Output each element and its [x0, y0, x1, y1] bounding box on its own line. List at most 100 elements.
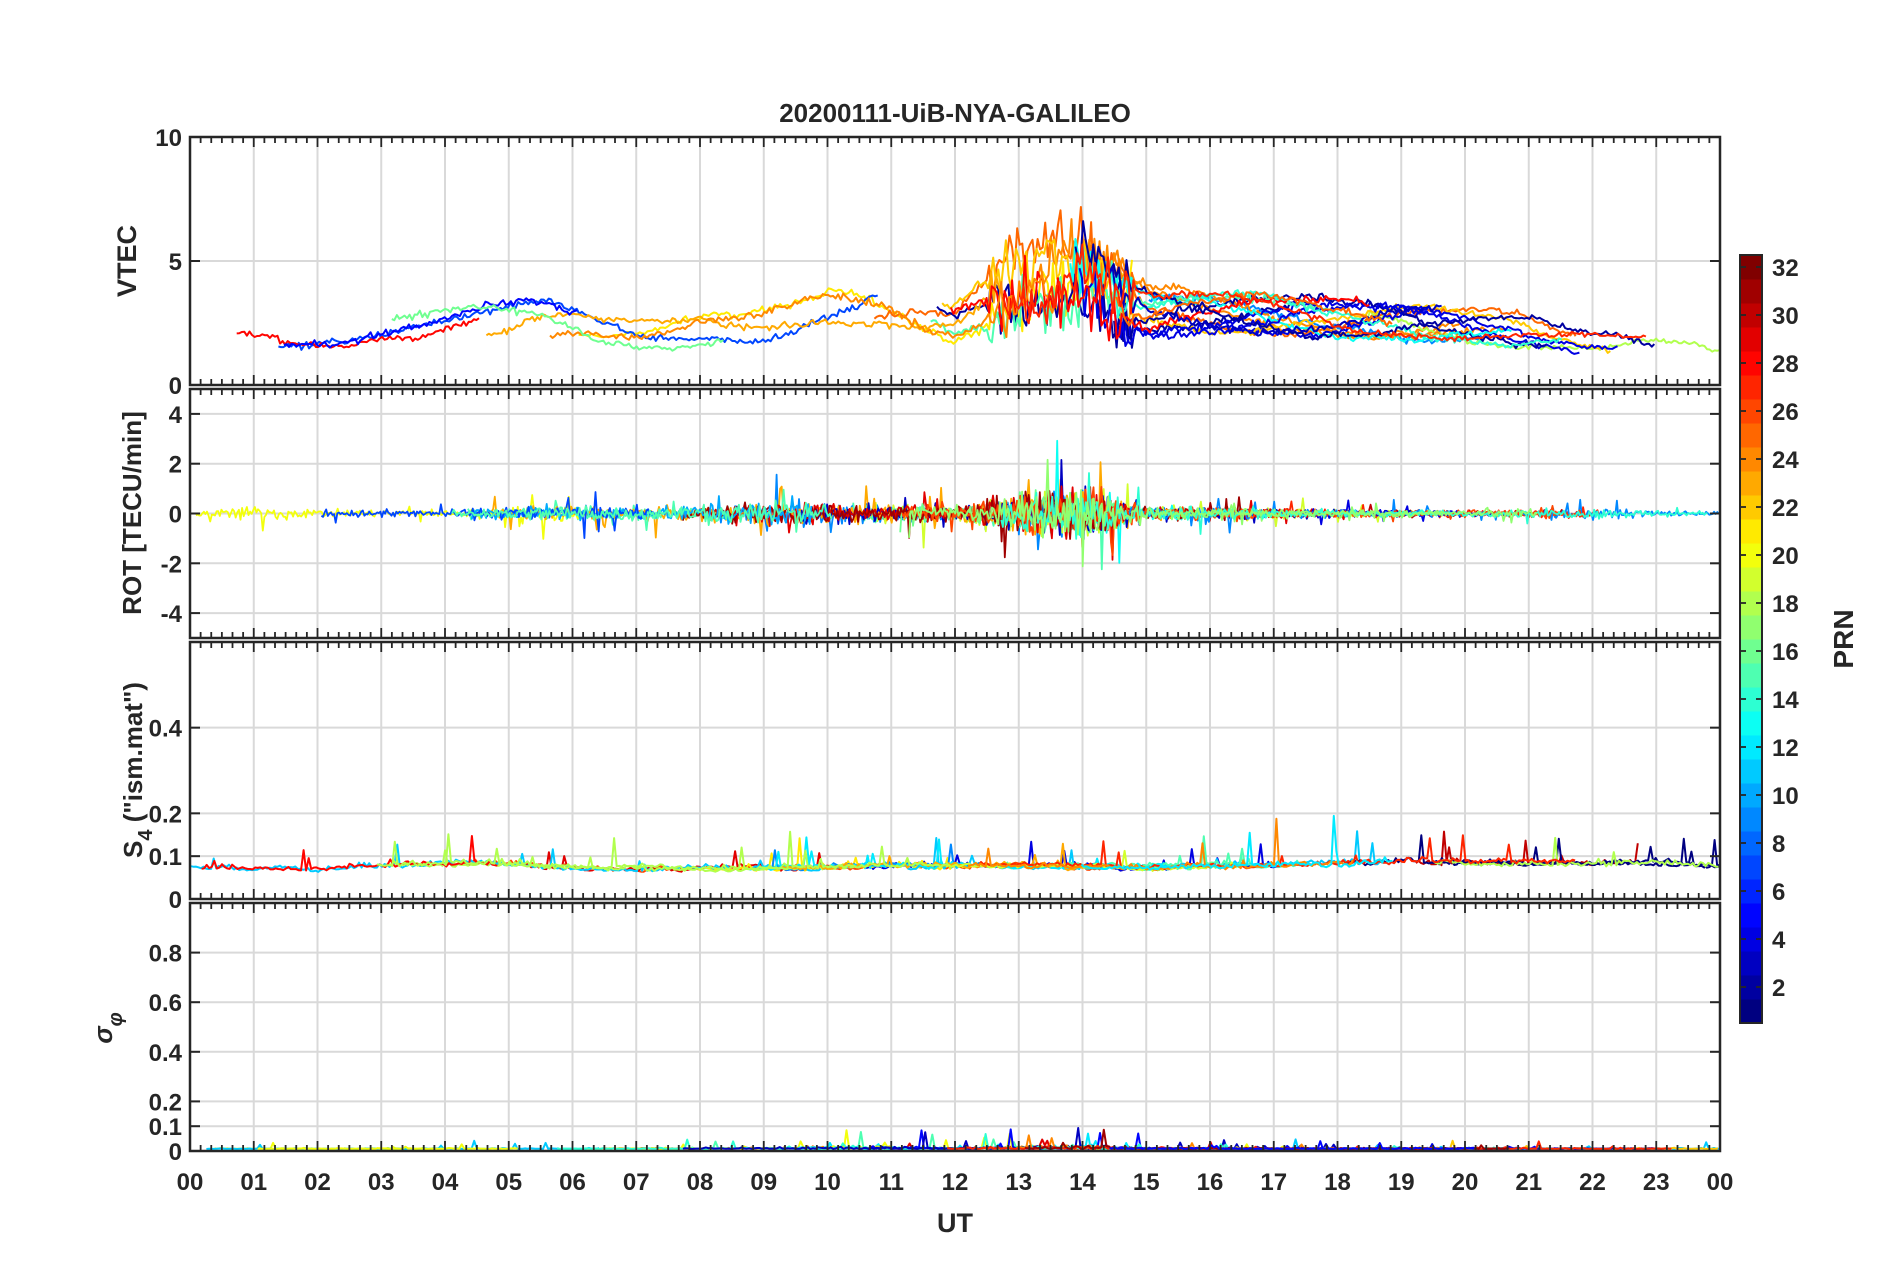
colorbar-tick-label: 26 [1772, 399, 1799, 426]
x-tick-label: 22 [1579, 1169, 1606, 1196]
colorbar-band [1740, 831, 1762, 856]
vtec-series-line [1074, 220, 1656, 348]
colorbar-label: PRN [1828, 609, 1859, 668]
colorbar-band [1740, 807, 1762, 832]
x-tick-label: 01 [240, 1169, 267, 1196]
colorbar-band [1740, 711, 1762, 736]
vtec-series-line [549, 271, 1056, 341]
vtec-ylabel: VTEC [112, 225, 142, 297]
colorbar-band [1740, 975, 1762, 1000]
colorbar-band [1740, 759, 1762, 784]
s4-ticks [189, 642, 1721, 900]
s4-ylabel: S4 ("ism.mat") [118, 682, 157, 858]
s4-ytick-label: 0 [169, 887, 182, 914]
colorbar-tick-label: 14 [1772, 687, 1799, 714]
colorbar-band [1740, 327, 1762, 352]
colorbar-tick-label: 20 [1772, 543, 1799, 570]
sigma-grid [190, 903, 1720, 1151]
sigma-ytick-labels: 00.10.2 0.4 0.6 0.8 [149, 941, 183, 1166]
vtec-series-line [578, 259, 1133, 345]
sigma-series-line [556, 1133, 1022, 1150]
sigma-ytick-label: 0.1 [149, 1114, 182, 1141]
x-tick-label: 21 [1515, 1169, 1542, 1196]
sigma-ytick-label: 0.4 [149, 1040, 183, 1067]
s4-series-line [376, 830, 949, 871]
rot-ylabel: ROT [TECU/min] [117, 411, 147, 615]
colorbar-band [1740, 399, 1762, 424]
x-tick-label: 17 [1260, 1169, 1287, 1196]
s4-ylabel-rest: ("ism.mat") [118, 682, 148, 829]
rot-series-line [451, 488, 833, 533]
x-tick-label: 19 [1388, 1169, 1415, 1196]
colorbar-band [1740, 591, 1762, 616]
x-tick-label: 03 [368, 1169, 395, 1196]
colorbar-tick-label: 24 [1772, 447, 1799, 474]
vtec-series-line [1106, 264, 1442, 337]
x-tick-label: 09 [750, 1169, 777, 1196]
colorbar-band [1740, 519, 1762, 544]
colorbar-band [1740, 615, 1762, 640]
panel-rot: -4 -2 0 2 4 ROT [TECU/min] [117, 387, 1722, 640]
colorbar-band [1740, 903, 1762, 928]
panel-sigma: 00.10.2 0.4 0.6 0.8 σφ [88, 901, 1722, 1166]
rot-ytick-label: 2 [169, 452, 182, 479]
x-tick-label: 06 [559, 1169, 586, 1196]
x-tick-label: 12 [942, 1169, 969, 1196]
sigma-ylabel-sub: φ [105, 1012, 127, 1026]
x-tick-label: 02 [304, 1169, 331, 1196]
vtec-series-line [391, 303, 724, 352]
vtec-ytick-label: 0 [169, 373, 182, 400]
vtec-ytick-label: 5 [169, 249, 182, 276]
sigma-ylabel: σφ [88, 1012, 127, 1043]
colorbar-band [1740, 663, 1762, 688]
colorbar-band [1740, 543, 1762, 568]
rot-ytick-label: 0 [169, 502, 182, 529]
vtec-series-line [1034, 218, 1508, 341]
s4-ylabel-s: S [118, 841, 148, 858]
x-tick-label: 05 [495, 1169, 522, 1196]
rot-ytick-label: 4 [169, 402, 183, 429]
x-tick-label: 13 [1005, 1169, 1032, 1196]
colorbar-band [1740, 951, 1762, 976]
s4-series-line [1080, 814, 1393, 871]
colorbar-gradient [1740, 255, 1762, 1024]
s4-ytick-label: 0.2 [149, 801, 182, 828]
x-tick-label: 18 [1324, 1169, 1351, 1196]
sigma-ytick-label: 0.8 [149, 941, 182, 968]
rot-ticks [189, 389, 1721, 638]
colorbar-band [1740, 279, 1762, 304]
colorbar-band [1740, 639, 1762, 664]
rot-ytick-labels: -4 -2 0 2 4 [161, 402, 183, 628]
sigma-ytick-label: 0.6 [149, 990, 182, 1017]
colorbar-band [1740, 927, 1762, 952]
colorbar-band [1740, 999, 1762, 1024]
vtec-series-line [1078, 267, 1618, 350]
x-tick-label: 04 [432, 1169, 459, 1196]
colorbar-band [1740, 567, 1762, 592]
colorbar-tick-label: 22 [1772, 495, 1799, 522]
x-tick-label: 11 [879, 1169, 904, 1196]
x-tick-label: 16 [1197, 1169, 1224, 1196]
x-tick-label: 10 [814, 1169, 841, 1196]
s4-ylabel-sub: 4 [135, 829, 157, 841]
colorbar-tick-label: 30 [1772, 303, 1799, 330]
colorbar-band [1740, 255, 1762, 280]
colorbar-band [1740, 423, 1762, 448]
rot-series [195, 439, 1720, 571]
x-tick-label: 07 [623, 1169, 650, 1196]
sigma-series-line [682, 1127, 1193, 1150]
s4-series-line [967, 817, 1354, 871]
vtec-ticks [189, 136, 1721, 386]
colorbar-tick-label: 2 [1772, 975, 1785, 1002]
x-tick-label: 14 [1069, 1169, 1096, 1196]
rot-series-line [800, 458, 1469, 541]
x-axis-label: UT [937, 1208, 973, 1238]
vtec-series-line [283, 297, 578, 349]
rot-series-line [681, 490, 1247, 559]
chart-title: 20200111-UiB-NYA-GALILEO [779, 98, 1131, 128]
s4-series-line [201, 835, 498, 872]
sigma-series [206, 1127, 1719, 1150]
panel-vtec: 0 5 10 VTEC [112, 125, 1722, 400]
